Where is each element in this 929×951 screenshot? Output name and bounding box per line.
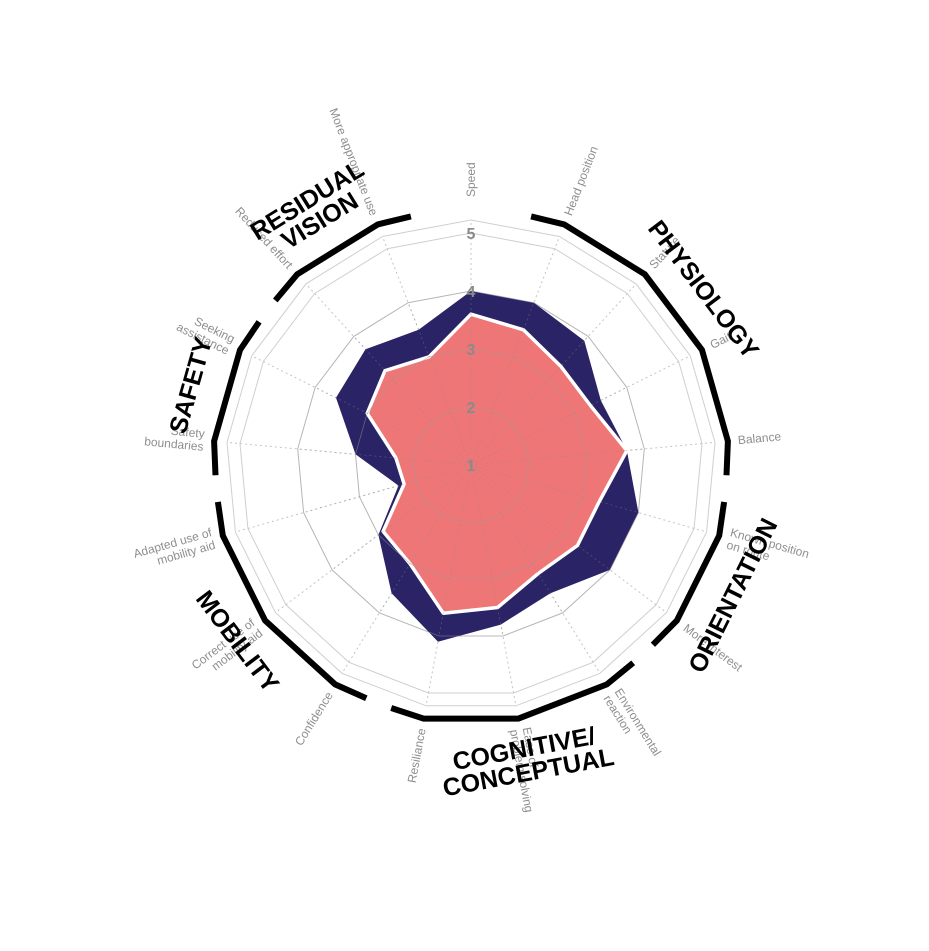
category-label: PHYSIOLOGY <box>642 215 764 364</box>
axis-spoke-overlay <box>470 464 639 513</box>
axis-spoke-overlay <box>407 302 472 466</box>
axis-label: Balance <box>737 429 782 447</box>
web-ring-outer <box>226 219 716 707</box>
series-area-2 <box>365 312 629 615</box>
axis-spoke-overlay <box>379 464 472 614</box>
axis-spoke-overlay <box>315 387 472 466</box>
axis-label-line: boundaries <box>144 434 204 453</box>
axis-spoke-overlay <box>470 464 611 571</box>
ring-value-label: 1 <box>467 458 476 475</box>
axis-spoke-overlay <box>470 387 627 466</box>
ring-value-label: 2 <box>467 400 476 417</box>
series-layer <box>336 291 639 642</box>
axis-spoke-overlay <box>331 464 472 571</box>
web-ring-overlay <box>412 406 530 523</box>
axis-label-line: Confidence <box>292 689 336 748</box>
category-label-line: PHYSIOLOGY <box>642 215 764 364</box>
axis-spoke-overlay <box>470 302 535 466</box>
axis-label-line: Speed <box>464 162 478 197</box>
axis-label-line: Resiliance <box>405 727 429 784</box>
axis-label-line: Head position <box>561 144 601 217</box>
ring-value-label: 5 <box>467 226 476 243</box>
ring-value-label: 3 <box>467 342 476 359</box>
category-label-line: SAFETY <box>164 334 218 437</box>
axis-spoke-overlay <box>303 464 472 513</box>
category-arc <box>214 501 368 702</box>
ring-label-layer: 1 2 3 4 5 <box>467 226 476 475</box>
axis-spoke-overlay <box>470 448 645 466</box>
axis-label-line: Safety <box>170 424 205 441</box>
axis-spoke-overlay <box>438 464 472 637</box>
category-arc <box>650 501 728 647</box>
axis-label: Speed <box>464 162 478 197</box>
category-arc <box>211 320 262 476</box>
axis-label: Confidence <box>292 689 336 748</box>
category-arc <box>530 213 731 476</box>
axis-spoke-overlay <box>470 464 504 637</box>
axis-spoke-overlay <box>297 448 472 466</box>
category-label: SAFETY <box>164 334 218 437</box>
axis-spoke-overlay <box>470 464 563 614</box>
inner-grid-layer <box>297 290 645 637</box>
axis-label: Head position <box>561 144 601 217</box>
web-ring-overlay <box>355 348 587 580</box>
web-ring-outer <box>239 232 703 694</box>
axis-spoke-overlay <box>470 336 589 466</box>
category-arc <box>390 660 636 722</box>
axis-spoke-overlay <box>353 336 472 466</box>
web-ring-overlay <box>297 290 645 637</box>
ring-value-label: 4 <box>467 284 476 301</box>
axis-label: Resiliance <box>405 727 429 784</box>
category-arc <box>273 213 412 303</box>
axis-label-line: Balance <box>737 429 782 447</box>
